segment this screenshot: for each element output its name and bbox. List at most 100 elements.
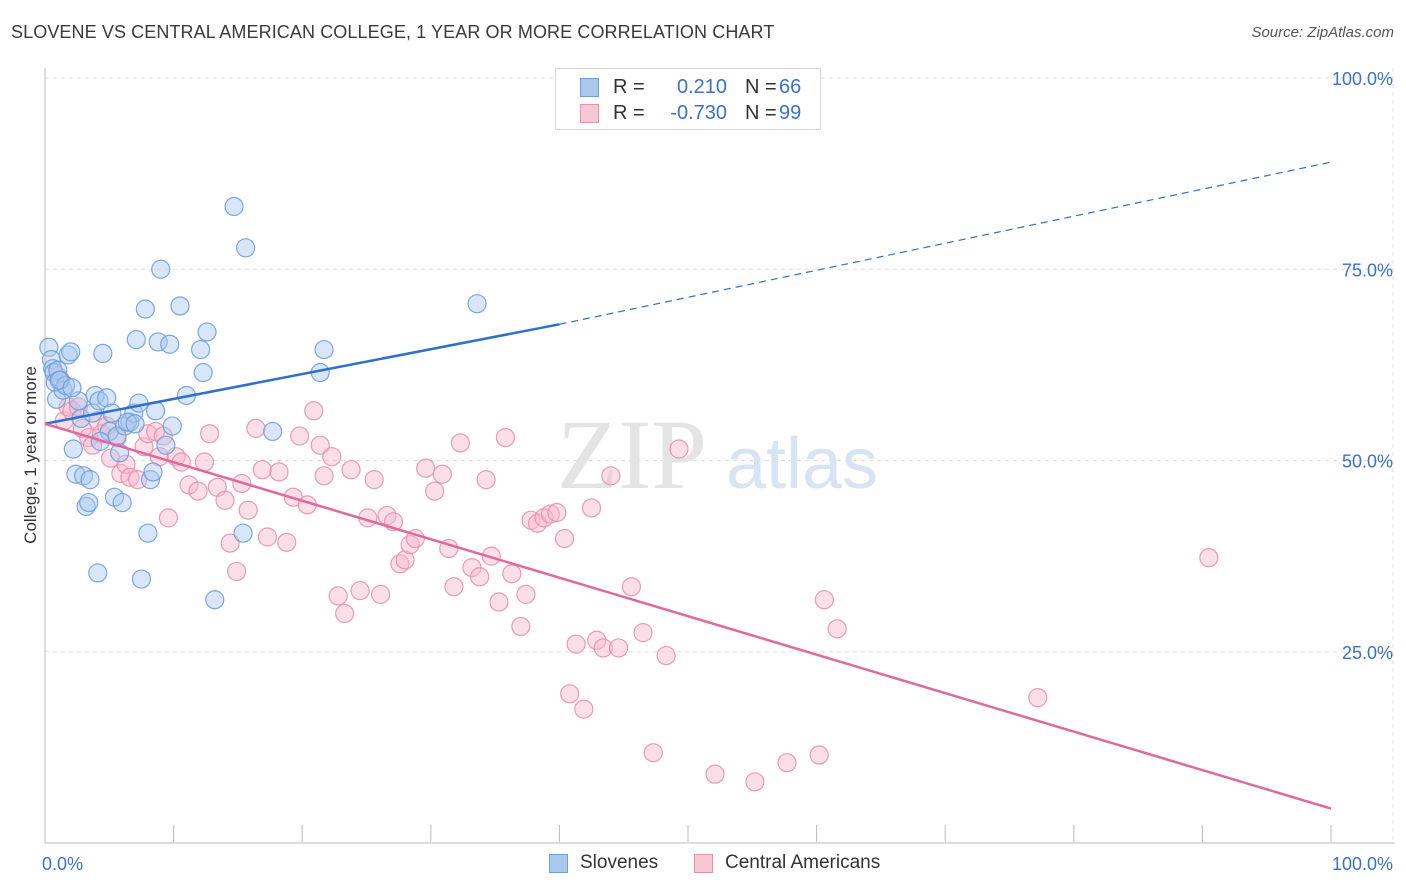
legend-swatch-pink: [694, 853, 713, 873]
data-point: [129, 393, 149, 413]
x-tick-label-end: 100.0%: [1332, 854, 1393, 874]
y-tick-label: 25.0%: [1342, 643, 1393, 663]
data-point: [89, 391, 109, 411]
data-point: [200, 424, 220, 444]
data-point: [220, 533, 240, 553]
tick-labels: 25.0% 50.0% 75.0% 100.0% 0.0% 100.0%: [42, 69, 1393, 874]
legend-swatch-blue: [580, 77, 599, 97]
data-point: [656, 645, 676, 666]
data-point: [814, 590, 834, 610]
data-point: [777, 753, 797, 773]
data-point: [188, 481, 208, 501]
data-point: [126, 330, 146, 350]
data-point: [257, 527, 278, 547]
data-point: [215, 490, 235, 510]
data-point: [151, 259, 171, 279]
data-point: [233, 523, 253, 543]
data-point: [621, 577, 642, 597]
data-point: [390, 554, 410, 574]
data-point: [131, 569, 152, 589]
data-point: [97, 388, 117, 408]
data-point: [400, 535, 420, 555]
data-point: [395, 550, 415, 570]
data-point: [540, 504, 560, 524]
data-point: [335, 603, 355, 624]
data-point: [467, 294, 487, 314]
legend-n-label: N =: [745, 75, 777, 98]
series-slovenes: [39, 196, 487, 610]
data-point: [516, 584, 536, 604]
watermark-zip: ZIP: [557, 399, 707, 510]
data-point: [263, 421, 283, 442]
data-point: [148, 332, 168, 352]
data-point: [162, 416, 182, 436]
data-point: [304, 401, 324, 421]
data-point: [322, 447, 342, 467]
data-point: [574, 699, 594, 719]
data-point: [364, 470, 384, 490]
data-point: [669, 439, 689, 459]
data-point: [236, 238, 256, 258]
data-point: [290, 426, 310, 446]
data-point: [269, 462, 289, 482]
data-point: [444, 577, 464, 597]
data-point: [66, 464, 86, 484]
legend-r-value: -0.730: [670, 101, 727, 124]
legend-n-label: N =: [745, 101, 777, 124]
source-label: Source: ZipAtlas.com: [1251, 24, 1394, 41]
data-point: [252, 460, 272, 480]
data-point: [554, 528, 575, 549]
data-point: [197, 322, 217, 342]
trend-lines: [44, 161, 1332, 810]
trend-line-slovenes: [44, 323, 560, 426]
y-tick-label: 50.0%: [1342, 452, 1393, 472]
data-point: [476, 470, 496, 490]
data-point: [156, 435, 176, 455]
data-point: [547, 502, 567, 523]
data-point: [511, 616, 531, 637]
data-point: [79, 492, 99, 513]
data-point: [120, 467, 140, 487]
data-point: [191, 339, 211, 360]
data-point: [581, 498, 602, 518]
data-point: [205, 590, 225, 610]
chart-title: SLOVENE VS CENTRAL AMERICAN COLLEGE, 1 Y…: [11, 22, 775, 42]
data-point: [68, 397, 89, 417]
data-point: [350, 580, 370, 601]
y-tick-label: 100.0%: [1332, 69, 1393, 89]
data-point: [61, 342, 81, 362]
data-point: [587, 630, 607, 650]
data-point: [314, 339, 334, 360]
data-point: [1028, 688, 1048, 708]
data-point: [125, 414, 145, 434]
legend-label-central-americans: Central Americans: [725, 852, 881, 873]
data-point: [88, 563, 108, 583]
legend-item-slovenes: Slovenes: [549, 852, 658, 874]
data-point: [1199, 548, 1219, 568]
data-point: [601, 466, 621, 486]
x-tick-label-start: 0.0%: [42, 854, 83, 874]
data-point: [135, 299, 155, 319]
series-legend: Slovenes Central Americans: [0, 852, 1406, 878]
data-point: [39, 337, 59, 357]
data-point: [117, 412, 137, 432]
data-point: [705, 764, 725, 784]
data-point: [112, 492, 132, 513]
data-point: [143, 462, 163, 482]
data-point: [93, 343, 113, 363]
data-point: [809, 745, 829, 765]
data-point: [643, 743, 663, 763]
data-point: [158, 508, 179, 528]
data-point: [560, 684, 580, 704]
legend-row-central-americans: R = -0.730 N = 99: [580, 100, 801, 126]
data-point: [193, 362, 213, 383]
data-point: [470, 567, 490, 587]
legend-row-slovenes: R = 0.210 N = 66: [580, 74, 801, 100]
legend-item-central-americans: Central Americans: [694, 852, 880, 874]
data-point: [495, 427, 515, 448]
data-point: [314, 466, 334, 486]
data-point: [432, 464, 452, 484]
data-point: [310, 435, 330, 455]
data-point: [224, 196, 244, 217]
legend-r-label: R =: [613, 101, 645, 124]
